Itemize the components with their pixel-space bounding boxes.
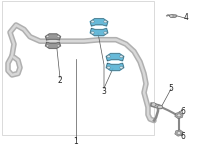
Circle shape bbox=[46, 45, 49, 47]
Circle shape bbox=[158, 105, 162, 109]
Circle shape bbox=[177, 132, 181, 135]
Polygon shape bbox=[175, 130, 183, 136]
Text: 4: 4 bbox=[184, 13, 188, 22]
Polygon shape bbox=[46, 34, 60, 40]
Circle shape bbox=[57, 45, 60, 47]
Circle shape bbox=[170, 15, 173, 17]
Polygon shape bbox=[46, 42, 60, 48]
Polygon shape bbox=[106, 54, 124, 61]
Circle shape bbox=[151, 103, 156, 106]
Polygon shape bbox=[169, 15, 177, 17]
Polygon shape bbox=[90, 28, 108, 36]
Circle shape bbox=[107, 55, 110, 58]
Circle shape bbox=[57, 35, 60, 37]
Text: 2: 2 bbox=[58, 76, 62, 85]
Circle shape bbox=[46, 35, 49, 37]
Text: 3: 3 bbox=[102, 87, 106, 96]
Polygon shape bbox=[106, 63, 124, 71]
Text: 6: 6 bbox=[181, 132, 185, 141]
Circle shape bbox=[177, 114, 181, 117]
Circle shape bbox=[104, 20, 107, 23]
Circle shape bbox=[120, 55, 123, 58]
Circle shape bbox=[91, 32, 94, 34]
Circle shape bbox=[120, 66, 123, 69]
Polygon shape bbox=[90, 19, 108, 26]
Circle shape bbox=[104, 32, 107, 34]
Text: 5: 5 bbox=[169, 84, 173, 93]
Circle shape bbox=[107, 66, 110, 69]
Text: 1: 1 bbox=[74, 137, 78, 146]
Circle shape bbox=[91, 20, 94, 23]
Polygon shape bbox=[175, 112, 183, 118]
Text: 6: 6 bbox=[181, 107, 185, 116]
Polygon shape bbox=[151, 103, 162, 109]
